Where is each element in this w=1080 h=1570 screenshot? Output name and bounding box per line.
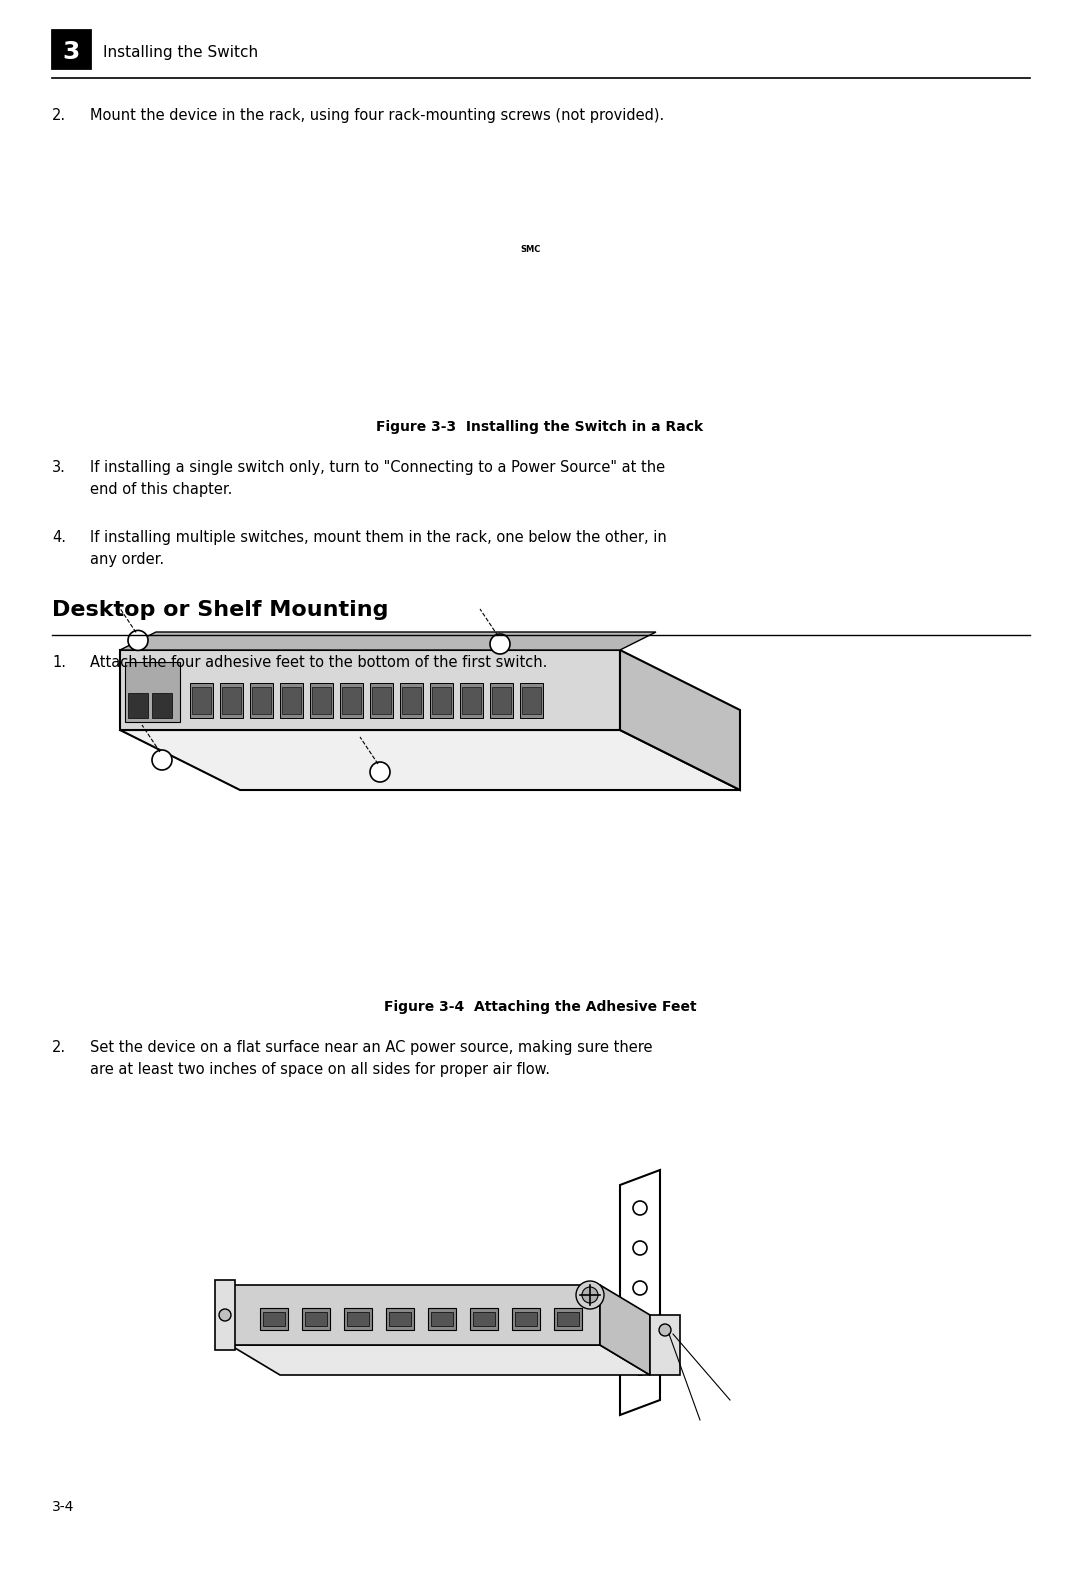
Bar <box>152 692 172 717</box>
Polygon shape <box>230 1345 650 1375</box>
Bar <box>431 1313 453 1327</box>
Circle shape <box>152 750 172 769</box>
Circle shape <box>490 634 510 655</box>
Text: 1.: 1. <box>52 655 66 670</box>
Bar <box>428 1308 456 1330</box>
Polygon shape <box>650 1316 680 1375</box>
Bar <box>389 1313 411 1327</box>
Circle shape <box>370 761 390 782</box>
Bar <box>512 1308 540 1330</box>
Bar <box>522 688 540 714</box>
Bar <box>345 1308 372 1330</box>
Circle shape <box>633 1320 647 1334</box>
Polygon shape <box>600 1284 650 1375</box>
Bar <box>372 688 391 714</box>
Text: If installing a single switch only, turn to "Connecting to a Power Source" at th: If installing a single switch only, turn… <box>90 460 665 498</box>
Circle shape <box>219 1309 231 1320</box>
Bar <box>460 683 483 717</box>
Bar <box>125 663 180 722</box>
Circle shape <box>659 1324 671 1336</box>
Text: 4.: 4. <box>52 531 66 545</box>
Bar <box>370 683 392 717</box>
Bar <box>310 683 333 717</box>
Polygon shape <box>620 1170 660 1415</box>
Bar <box>260 1308 288 1330</box>
Text: 2.: 2. <box>52 108 66 122</box>
Bar <box>347 1313 369 1327</box>
Polygon shape <box>120 633 656 650</box>
Text: Figure 3-3  Installing the Switch in a Rack: Figure 3-3 Installing the Switch in a Ra… <box>377 421 703 433</box>
Bar <box>220 683 243 717</box>
Bar <box>402 688 420 714</box>
Bar <box>264 1313 285 1327</box>
Bar <box>192 688 211 714</box>
Text: SMC: SMC <box>141 895 159 901</box>
Bar <box>280 683 302 717</box>
Polygon shape <box>215 1280 235 1350</box>
Text: Desktop or Shelf Mounting: Desktop or Shelf Mounting <box>52 600 389 620</box>
Text: SMC: SMC <box>519 245 540 254</box>
Circle shape <box>129 631 148 650</box>
Circle shape <box>633 1281 647 1295</box>
Text: 3: 3 <box>63 39 80 64</box>
Polygon shape <box>120 650 620 730</box>
Text: Mount the device in the rack, using four rack-mounting screws (not provided).: Mount the device in the rack, using four… <box>90 108 664 122</box>
Bar <box>557 1313 579 1327</box>
Bar <box>129 692 148 717</box>
Bar <box>249 683 272 717</box>
Text: 3-4: 3-4 <box>52 1499 75 1513</box>
Circle shape <box>633 1201 647 1215</box>
Bar <box>515 1313 537 1327</box>
Text: 3.: 3. <box>52 460 66 476</box>
Bar <box>302 1308 330 1330</box>
Text: Attach the four adhesive feet to the bottom of the first switch.: Attach the four adhesive feet to the bot… <box>90 655 548 670</box>
Polygon shape <box>230 1284 600 1345</box>
Text: Figure 3-4  Attaching the Adhesive Feet: Figure 3-4 Attaching the Adhesive Feet <box>383 1000 697 1014</box>
Bar <box>282 688 300 714</box>
Bar <box>252 688 270 714</box>
Bar <box>554 1308 582 1330</box>
Text: If installing multiple switches, mount them in the rack, one below the other, in: If installing multiple switches, mount t… <box>90 531 666 567</box>
Bar <box>432 688 450 714</box>
Bar <box>340 683 363 717</box>
Bar <box>519 683 542 717</box>
Bar <box>400 683 422 717</box>
Bar <box>342 688 361 714</box>
Bar <box>190 683 213 717</box>
Polygon shape <box>620 650 740 790</box>
Bar <box>473 1313 495 1327</box>
Text: 2.: 2. <box>52 1039 66 1055</box>
Circle shape <box>633 1361 647 1375</box>
Bar <box>386 1308 414 1330</box>
Bar <box>222 688 241 714</box>
Bar <box>305 1313 327 1327</box>
Bar <box>470 1308 498 1330</box>
Bar <box>430 683 453 717</box>
Polygon shape <box>120 730 740 790</box>
Bar <box>462 688 481 714</box>
Circle shape <box>633 1240 647 1254</box>
Text: Set the device on a flat surface near an AC power source, making sure there
are : Set the device on a flat surface near an… <box>90 1039 652 1077</box>
Circle shape <box>582 1287 598 1303</box>
FancyBboxPatch shape <box>52 30 90 68</box>
Bar <box>490 683 513 717</box>
Bar <box>312 688 330 714</box>
Bar <box>492 688 511 714</box>
Circle shape <box>576 1281 604 1309</box>
Text: Installing the Switch: Installing the Switch <box>103 44 258 60</box>
